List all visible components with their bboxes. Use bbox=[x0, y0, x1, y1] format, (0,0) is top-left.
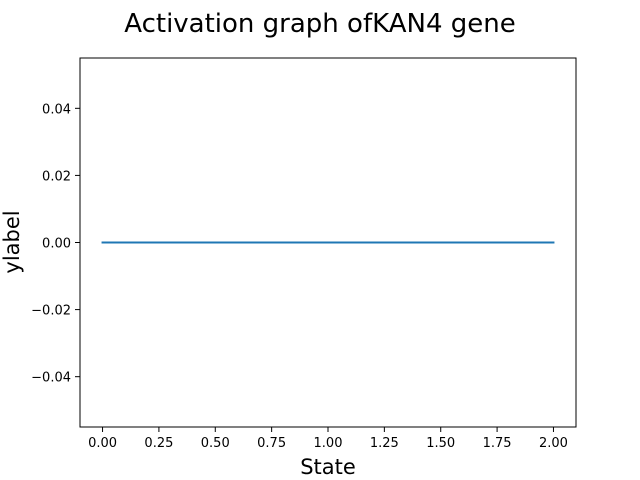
y-tick-label: −0.04 bbox=[31, 371, 71, 386]
x-axis-ticks: 0.00 0.25 0.50 0.75 1.00 1.25 1.50 1.75 2.00 bbox=[88, 427, 568, 451]
x-tick-label: 2.00 bbox=[539, 436, 568, 451]
x-tick-label: 1.75 bbox=[483, 436, 512, 451]
chart-title: Activation graph ofKAN4 gene bbox=[124, 9, 515, 39]
x-tick-label: 1.50 bbox=[426, 436, 455, 451]
plot-area-frame bbox=[79, 57, 577, 428]
y-axis-title: ylabel bbox=[0, 210, 24, 273]
x-tick-label: 0.25 bbox=[144, 436, 173, 451]
y-tick-label: −0.02 bbox=[31, 304, 71, 319]
x-tick-label: 0.75 bbox=[257, 436, 286, 451]
y-axis-ticks: −0.04 −0.02 0.00 0.02 0.04 bbox=[31, 102, 80, 386]
y-tick-label: 0.00 bbox=[42, 237, 71, 252]
x-axis-title: State bbox=[300, 455, 356, 479]
x-tick-label: 1.00 bbox=[314, 436, 343, 451]
y-tick-label: 0.02 bbox=[42, 169, 71, 184]
x-tick-label: 0.50 bbox=[201, 436, 230, 451]
x-tick-label: 0.00 bbox=[88, 436, 117, 451]
x-tick-label: 1.25 bbox=[370, 436, 399, 451]
y-tick-label: 0.04 bbox=[42, 102, 71, 117]
